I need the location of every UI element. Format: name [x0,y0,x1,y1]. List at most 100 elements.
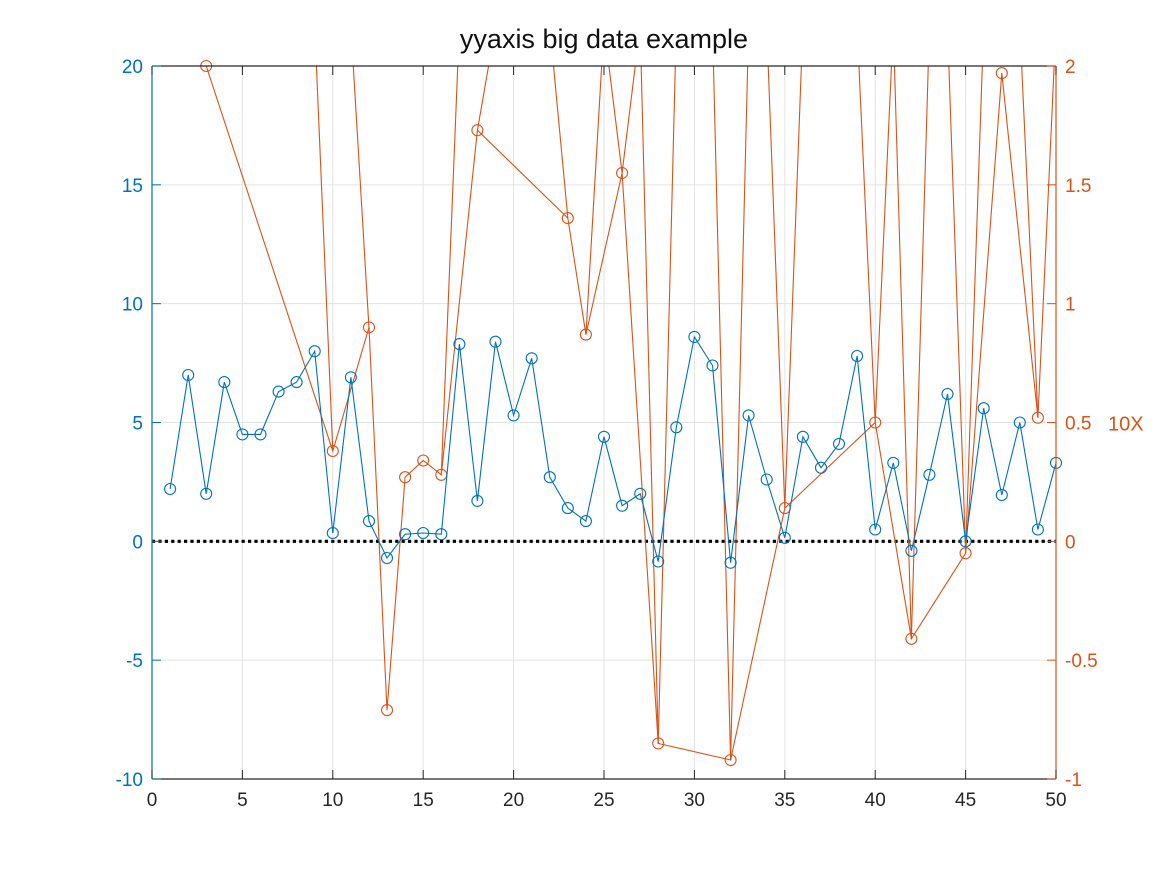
offscale-segment [657,66,676,744]
data-point-left [634,487,647,500]
data-point-left [272,385,285,398]
data-point-left [308,345,321,358]
data-point-left [652,555,665,568]
data-point-right [616,166,629,180]
data-point-left [561,502,574,515]
data-point-left [688,330,701,343]
offscale-segment [608,66,623,174]
data-point-left [851,349,864,363]
data-point-left [597,430,611,443]
data-point-left [200,487,213,500]
data-point-left [218,376,231,389]
axes-layer: 0 5 10 15 20 25 30 35 40 45 50-10-505101520-1-0.50… [116,57,1098,811]
right-y-tick-label: 0.5 [1065,414,1091,435]
right-y-tick-label: 0 [1065,532,1076,553]
data-point-left [453,338,466,351]
data-point-left [399,528,412,541]
data-point-right [326,444,339,458]
left-y-tick-label: 10 [122,295,143,316]
data-point-left [380,551,394,565]
right-y-tick-label: -0.5 [1065,651,1098,672]
x-tick-label: 0 [147,790,158,811]
data-point-left [959,535,972,548]
right-axis-label: 10X [1108,414,1144,436]
data-point-left [543,471,556,484]
offscale-segment [552,66,569,219]
offscale-segment [767,66,786,509]
data-point-left [182,368,195,382]
offscale-segment [621,66,636,174]
x-tick-label: 30 [684,790,705,811]
data-point-left [869,523,882,536]
data-point-left [1013,416,1026,429]
offscale-segment [352,66,370,328]
data-point-left [435,528,448,541]
data-point-right [959,547,972,560]
data-point-right [652,737,665,750]
data-point-left [525,352,538,365]
offscale-segment [585,66,603,335]
data-point-left [489,335,502,348]
data-point-right [471,124,484,137]
data-point-left [814,461,828,474]
offscale-segment [1021,66,1039,418]
x-tick-label: 25 [593,790,614,811]
x-tick-label: 10 [322,790,343,811]
data-point-left [706,359,719,372]
data-point-left [995,488,1008,502]
right-y-tick-label: -1 [1065,770,1082,791]
series-left-layer [164,330,1063,569]
offscale-segment [712,66,732,761]
series-line-left [169,335,1056,563]
data-point-left [471,494,484,507]
data-point-left [579,515,592,528]
data-point-left [507,409,520,422]
left-y-tick-label: 0 [132,532,143,553]
data-point-left [941,387,954,401]
x-tick-label: 20 [503,790,524,811]
offscale-segment [476,66,490,131]
data-point-right [995,67,1008,80]
x-tick-label: 35 [774,790,795,811]
left-y-tick-label: 20 [122,57,143,78]
x-tick-label: 5 [237,790,248,811]
left-y-tick-label: -10 [116,770,143,791]
offscale-segment [730,66,749,761]
data-point-left [760,473,773,486]
data-point-left [887,456,900,469]
data-point-left [905,544,918,557]
data-point-right [417,454,430,467]
offscale-segment [858,66,876,423]
data-point-right [1031,411,1044,424]
offscale-segment [948,66,967,554]
series-line-right [205,66,1039,761]
data-point-left [832,437,846,450]
data-point-left [670,421,683,434]
data-point-right [579,328,592,341]
left-y-tick-label: -5 [126,651,143,672]
offscale-segment [440,66,459,475]
data-point-left [254,428,267,441]
right-y-tick-label: 2 [1065,57,1076,78]
data-point-left [796,430,809,443]
data-point-left [977,402,990,415]
data-point-right [905,632,918,645]
data-point-left [742,409,755,422]
offscale-segment [315,66,334,452]
chart-title: yyaxis big data example [460,24,748,54]
data-point-left [344,371,357,384]
data-point-left [290,376,303,389]
data-point-left [1031,523,1044,536]
offscale-segment [784,66,802,509]
data-point-left [326,526,339,540]
data-point-right [362,321,376,334]
data-point-right [724,753,737,767]
data-point-left [923,468,936,481]
data-point-left [616,499,629,512]
data-point-right [380,704,394,717]
left-y-tick-label: 5 [132,414,143,435]
data-point-right [561,212,574,225]
x-tick-label: 15 [413,790,434,811]
